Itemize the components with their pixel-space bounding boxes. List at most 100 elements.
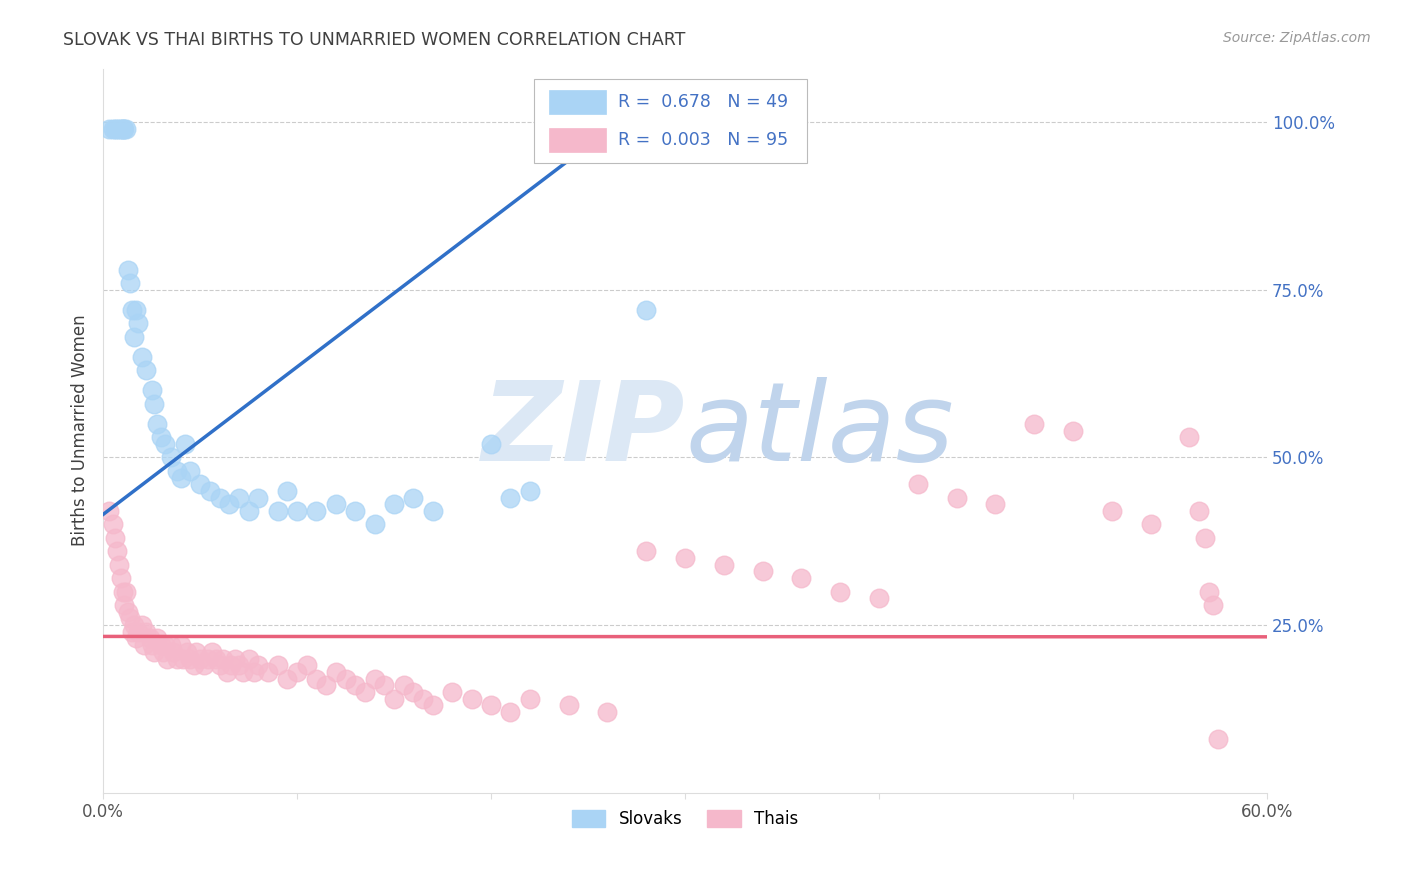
Point <box>179 464 201 478</box>
Point <box>135 624 157 639</box>
Point <box>1198 584 1220 599</box>
Point <box>132 638 155 652</box>
Point <box>479 437 502 451</box>
Point <box>276 483 298 498</box>
Point <box>1178 430 1201 444</box>
Text: Source: ZipAtlas.com: Source: ZipAtlas.com <box>1223 31 1371 45</box>
Point <box>305 672 328 686</box>
Point <box>156 651 179 665</box>
Point <box>441 685 464 699</box>
Point <box>295 658 318 673</box>
Point <box>150 638 173 652</box>
Point <box>115 584 138 599</box>
FancyBboxPatch shape <box>548 128 606 152</box>
Point <box>162 645 184 659</box>
Point <box>146 632 169 646</box>
Point <box>146 417 169 431</box>
Point <box>193 658 215 673</box>
Point <box>131 618 153 632</box>
Point <box>238 504 260 518</box>
Point <box>1062 424 1084 438</box>
Point <box>97 504 120 518</box>
Point <box>131 350 153 364</box>
Point <box>114 121 136 136</box>
Point <box>344 678 367 692</box>
Point <box>120 611 142 625</box>
Point <box>170 470 193 484</box>
Point <box>218 497 240 511</box>
Text: SLOVAK VS THAI BIRTHS TO UNMARRIED WOMEN CORRELATION CHART: SLOVAK VS THAI BIRTHS TO UNMARRIED WOMEN… <box>63 31 686 49</box>
Point <box>120 276 142 290</box>
Point <box>117 605 139 619</box>
Point <box>1024 417 1046 431</box>
Point <box>363 672 385 686</box>
Text: atlas: atlas <box>685 377 953 484</box>
Point <box>232 665 254 679</box>
Point <box>325 497 347 511</box>
Point <box>172 651 194 665</box>
Point <box>141 638 163 652</box>
Point <box>636 544 658 558</box>
Point <box>945 491 967 505</box>
Point <box>1201 598 1223 612</box>
Point <box>382 691 405 706</box>
Text: R =  0.003   N = 95: R = 0.003 N = 95 <box>617 131 787 149</box>
Point <box>179 651 201 665</box>
Point <box>219 658 242 673</box>
Point <box>107 558 129 572</box>
Point <box>204 651 226 665</box>
Point <box>104 121 127 136</box>
Point <box>276 672 298 686</box>
Point <box>479 698 502 713</box>
Point <box>117 262 139 277</box>
Point <box>751 565 773 579</box>
Point <box>519 691 541 706</box>
Point <box>111 584 134 599</box>
Point <box>160 638 183 652</box>
Point <box>152 645 174 659</box>
Point <box>984 497 1007 511</box>
Point <box>285 665 308 679</box>
Point <box>105 544 128 558</box>
Point <box>315 678 337 692</box>
Point <box>1188 504 1211 518</box>
Text: ZIP: ZIP <box>481 377 685 484</box>
Point <box>141 384 163 398</box>
Point <box>127 316 149 330</box>
Point <box>170 638 193 652</box>
Point <box>392 678 415 692</box>
Point <box>127 624 149 639</box>
Point <box>382 497 405 511</box>
Point <box>217 665 239 679</box>
Point <box>186 645 208 659</box>
Point <box>596 705 619 719</box>
Point <box>201 645 224 659</box>
Point <box>305 504 328 518</box>
Legend: Slovaks, Thais: Slovaks, Thais <box>565 804 804 835</box>
Point <box>188 477 211 491</box>
Point <box>557 698 579 713</box>
Point <box>1194 531 1216 545</box>
Point <box>153 437 176 451</box>
Point <box>790 571 813 585</box>
Point <box>673 551 696 566</box>
Point <box>142 645 165 659</box>
Point <box>1139 517 1161 532</box>
Point <box>197 651 219 665</box>
Point <box>121 624 143 639</box>
Point <box>228 491 250 505</box>
Point <box>868 591 890 606</box>
Point <box>125 302 148 317</box>
Point <box>224 651 246 665</box>
Point <box>121 302 143 317</box>
Point <box>1101 504 1123 518</box>
Point <box>354 685 377 699</box>
Point <box>183 658 205 673</box>
Point <box>228 658 250 673</box>
Point <box>422 504 444 518</box>
Point <box>422 698 444 713</box>
Point <box>105 121 128 136</box>
Point <box>208 491 231 505</box>
Point <box>107 121 129 136</box>
Point <box>212 651 235 665</box>
